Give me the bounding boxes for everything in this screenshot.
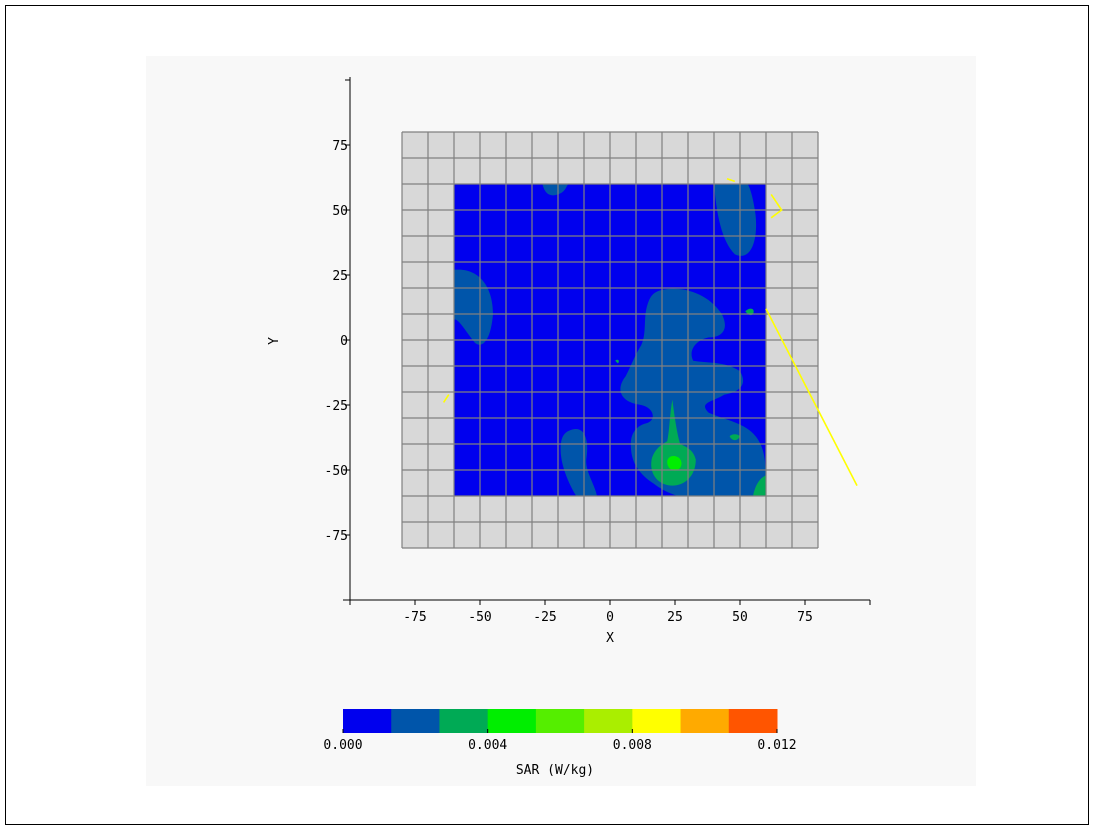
colorbar-segment bbox=[391, 709, 440, 733]
x-tick-label: 25 bbox=[667, 610, 683, 625]
contour-level-3 bbox=[667, 455, 682, 471]
y-tick-label: -50 bbox=[325, 464, 348, 479]
x-tick-label: -25 bbox=[533, 610, 556, 625]
probe-outline bbox=[770, 193, 783, 219]
grid-lines-layer bbox=[401, 131, 819, 549]
contour-level-1 bbox=[542, 184, 569, 196]
colorbar-segment bbox=[680, 709, 730, 733]
colorbar-segment bbox=[535, 709, 585, 733]
colorbar-segment bbox=[728, 709, 778, 733]
colorbar-tick-label: 0.012 bbox=[757, 738, 796, 753]
y-tick-label: 75 bbox=[332, 139, 348, 154]
probe-outline bbox=[442, 394, 450, 403]
probe-outline-layer bbox=[442, 178, 858, 486]
y-tick-label: 25 bbox=[332, 269, 348, 284]
colorbar-segment bbox=[439, 709, 489, 733]
colorbar-segment bbox=[584, 709, 633, 733]
contour-level-2 bbox=[753, 475, 766, 496]
probe-outline bbox=[765, 308, 858, 486]
colorbar-tick-label: 0.008 bbox=[613, 738, 652, 753]
y-axis-label: Y bbox=[267, 337, 282, 345]
x-tick-label: -50 bbox=[468, 610, 491, 625]
colorbar-tick-label: 0.004 bbox=[468, 738, 507, 753]
x-axis-label: X bbox=[606, 631, 614, 646]
x-tick-label: 0 bbox=[606, 610, 614, 625]
contour-level-2 bbox=[615, 359, 619, 364]
x-tick-label: 75 bbox=[797, 610, 813, 625]
y-tick-label: 0 bbox=[340, 334, 348, 349]
probe-outline bbox=[726, 178, 736, 183]
colorbar-segment bbox=[632, 709, 682, 733]
contour-level-1 bbox=[560, 428, 597, 496]
colorbar-segment bbox=[343, 709, 392, 733]
x-tick-label: -75 bbox=[403, 610, 426, 625]
y-tick-label: 50 bbox=[332, 204, 348, 219]
contour-level-2 bbox=[729, 434, 740, 441]
axes-layer: -75 -50 -25 0 25 50 75 75 50 25 0 -25 -50 -75 bbox=[325, 77, 871, 625]
colorbar-segment bbox=[487, 709, 537, 733]
y-tick-label: -25 bbox=[325, 399, 348, 414]
x-tick-label: 50 bbox=[732, 610, 748, 625]
contour-level-1 bbox=[714, 184, 757, 256]
y-tick-label: -75 bbox=[325, 529, 348, 544]
colorbar-label: SAR (W/kg) bbox=[516, 763, 594, 778]
colorbar-tick-label: 0.000 bbox=[323, 738, 362, 753]
colorbar-layer: 0.000 0.004 0.008 0.012 bbox=[323, 709, 797, 753]
